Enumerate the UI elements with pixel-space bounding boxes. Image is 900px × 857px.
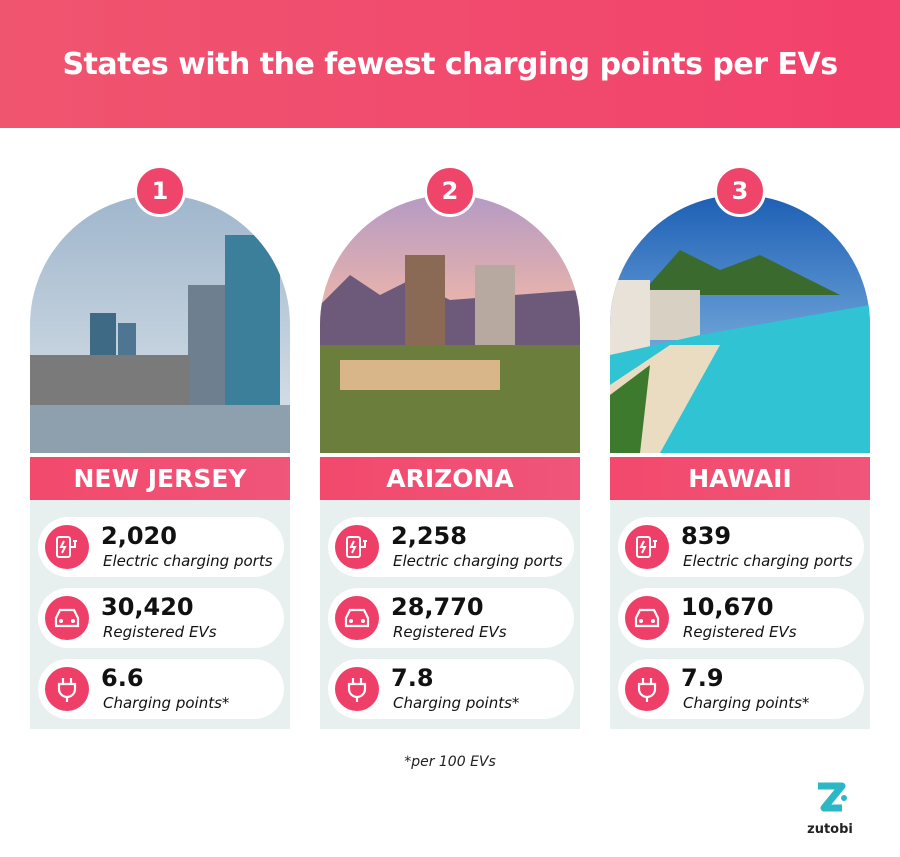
- stat-row: 10,670 Registered EVs: [618, 588, 864, 648]
- card: 2 ARIZONA 2,258 Electric charging ports 28,7…: [320, 165, 580, 729]
- stat-value: 28,770: [391, 593, 484, 621]
- stat-label: Electric charging ports: [103, 552, 273, 570]
- stat-value: 839: [681, 522, 732, 550]
- stat-row: 2,020 Electric charging ports: [38, 517, 284, 577]
- footnote: *per 100 EVs: [404, 754, 496, 770]
- logo: zutobi: [800, 778, 860, 837]
- stat-icon: [335, 525, 379, 569]
- stat-label: Electric charging ports: [683, 552, 853, 570]
- title: States with the fewest charging points p…: [62, 46, 838, 82]
- stat-label: Registered EVs: [393, 623, 507, 641]
- stat-icon: [45, 525, 89, 569]
- rank-badge: 2: [424, 165, 476, 217]
- stat-icon: [625, 667, 669, 711]
- stat-icon: [335, 596, 379, 640]
- stat-value: 10,670: [681, 593, 774, 621]
- stat-icon: [625, 525, 669, 569]
- stats-panel: 839 Electric charging ports 10,670 Register…: [610, 500, 870, 729]
- stat-value: 7.9: [681, 664, 724, 692]
- stat-icon: [335, 667, 379, 711]
- stat-value: 2,020: [101, 522, 177, 550]
- stat-icon: [625, 596, 669, 640]
- stat-label: Charging points*: [103, 694, 230, 712]
- stat-row: 28,770 Registered EVs: [328, 588, 574, 648]
- stat-value: 30,420: [101, 593, 194, 621]
- stat-row: 30,420 Registered EVs: [38, 588, 284, 648]
- stat-value: 2,258: [391, 522, 467, 550]
- logo-mark: [818, 782, 847, 812]
- state-image: [30, 195, 290, 453]
- card: 1 NEW JERSEY 2,020 Electric charging ports 3…: [30, 165, 290, 729]
- stat-label: Charging points*: [393, 694, 520, 712]
- rank-badge: 3: [714, 165, 766, 217]
- card: 3 HAWAII 839 Electric charging ports 10,670 R…: [610, 165, 870, 729]
- header: States with the fewest charging points p…: [0, 0, 900, 128]
- stats-panel: 2,020 Electric charging ports 30,420 Regist…: [30, 500, 290, 729]
- stat-row: 839 Electric charging ports: [618, 517, 864, 577]
- stat-icon: [45, 667, 89, 711]
- stat-value: 6.6: [101, 664, 144, 692]
- stat-value: 7.8: [391, 664, 434, 692]
- state-name: HAWAII: [610, 457, 870, 500]
- stat-row: 6.6 Charging points*: [38, 659, 284, 719]
- stat-icon: [45, 596, 89, 640]
- stat-row: 7.8 Charging points*: [328, 659, 574, 719]
- state-image: [320, 195, 580, 453]
- stat-row: 2,258 Electric charging ports: [328, 517, 574, 577]
- stat-label: Electric charging ports: [393, 552, 563, 570]
- state-name: ARIZONA: [320, 457, 580, 500]
- rank-badge: 1: [134, 165, 186, 217]
- state-image: [610, 195, 870, 453]
- logo-text: zutobi: [807, 822, 853, 837]
- stat-label: Charging points*: [683, 694, 810, 712]
- stat-label: Registered EVs: [683, 623, 797, 641]
- stats-panel: 2,258 Electric charging ports 28,770 Regist…: [320, 500, 580, 729]
- stat-label: Registered EVs: [103, 623, 217, 641]
- state-name: NEW JERSEY: [30, 457, 290, 500]
- stat-row: 7.9 Charging points*: [618, 659, 864, 719]
